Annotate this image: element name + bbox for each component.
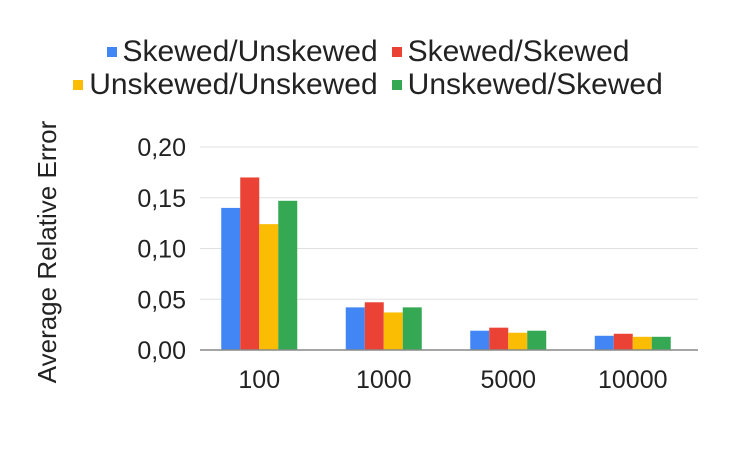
- y-tick-label: 0,20: [137, 134, 186, 162]
- legend-swatch-unskewed-skewed: [391, 80, 402, 90]
- bar-unskewed-skewed-10000: [651, 336, 671, 350]
- bar-skewed-skewed-10000: [613, 333, 633, 350]
- legend-item-unskewed-skewed: Unskewed/Skewed: [391, 67, 663, 103]
- x-tick-label: 1000: [356, 366, 412, 394]
- bar-skewed-unskewed-1000: [345, 307, 365, 350]
- legend-label-unskewed-skewed: Unskewed/Skewed: [407, 68, 663, 101]
- legend-row-1: Skewed/Unskewed Skewed/Skewed: [0, 34, 736, 70]
- bar-skewed-unskewed-10000: [594, 335, 614, 350]
- y-axis-label: Average Relative Error: [32, 120, 62, 383]
- bar-unskewed-skewed-5000: [527, 330, 547, 350]
- bar-unskewed-skewed-100: [278, 200, 298, 350]
- y-tick-label: 0,05: [137, 286, 186, 314]
- legend-item-unskewed-unskewed: Unskewed/Unskewed: [73, 67, 378, 103]
- bar-skewed-unskewed-100: [221, 207, 241, 350]
- bar-unskewed-unskewed-10000: [632, 336, 652, 350]
- legend-swatch-skewed-unskewed: [106, 47, 117, 57]
- bar-unskewed-unskewed-100: [259, 224, 279, 350]
- y-tick-label: 0,10: [137, 236, 186, 264]
- bar-unskewed-skewed-1000: [402, 307, 422, 350]
- legend-row-2: Unskewed/Unskewed Unskewed/Skewed: [0, 67, 736, 103]
- legend-label-unskewed-unskewed: Unskewed/Unskewed: [89, 68, 378, 101]
- legend-swatch-skewed-skewed: [391, 47, 402, 57]
- bar-skewed-skewed-100: [240, 177, 260, 350]
- bar-skewed-skewed-1000: [364, 302, 384, 350]
- x-tick-label: 10000: [598, 366, 668, 394]
- y-tick-label: 0,00: [137, 337, 186, 365]
- legend-swatch-unskewed-unskewed: [73, 80, 84, 90]
- legend-item-skewed-unskewed: Skewed/Unskewed: [106, 34, 378, 70]
- bar-unskewed-unskewed-5000: [508, 332, 528, 350]
- x-tick-label: 100: [238, 366, 280, 394]
- legend-item-skewed-skewed: Skewed/Skewed: [391, 34, 630, 70]
- legend-label-skewed-unskewed: Skewed/Unskewed: [122, 35, 378, 68]
- y-tick-label: 0,15: [137, 185, 186, 213]
- x-tick-labels: 100 1000 5000 10000: [238, 366, 667, 394]
- x-tick-label: 5000: [480, 366, 536, 394]
- bar-skewed-skewed-5000: [489, 327, 509, 350]
- bar-skewed-unskewed-5000: [470, 330, 490, 350]
- legend-label-skewed-skewed: Skewed/Skewed: [407, 35, 630, 68]
- bar-unskewed-unskewed-1000: [383, 312, 403, 350]
- y-tick-labels: 0,00 0,05 0,10 0,15 0,20: [137, 134, 186, 365]
- bars-group: [221, 177, 671, 350]
